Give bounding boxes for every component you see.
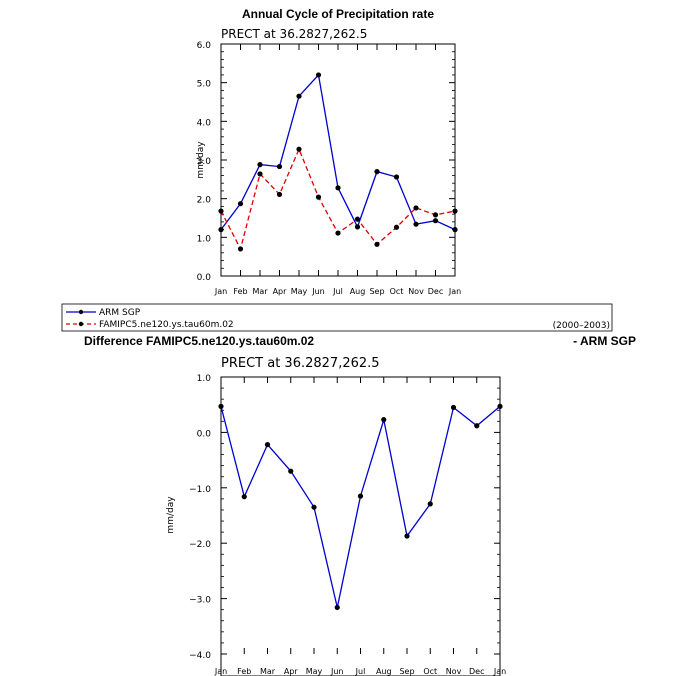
data-point — [427, 501, 433, 507]
legend-years: (2000–2003) — [553, 321, 610, 331]
legend-marker-model — [78, 321, 84, 327]
x-tick-label: Nov — [408, 287, 424, 296]
plot-frame — [220, 43, 456, 277]
y-tick-label: −3.0 — [189, 596, 211, 606]
data-point — [334, 604, 340, 611]
x-tick-label: Jan — [448, 287, 461, 296]
x-tick-label: Mar — [252, 287, 268, 296]
x-tick-label: Jul — [332, 287, 343, 296]
legend: ARM SGP FAMIPC5.ne120.ys.tau60m.02 (2000… — [61, 303, 613, 332]
y-tick-label: −4.0 — [189, 651, 211, 661]
x-tick-label: Apr — [284, 667, 299, 676]
data-point — [393, 224, 400, 230]
plot-frame — [220, 376, 501, 676]
y-tick-label: 2.0 — [197, 196, 212, 206]
y-tick-label: 5.0 — [197, 80, 212, 90]
y-axis-label: mm/day — [166, 496, 176, 534]
x-tick-label: Sep — [399, 667, 414, 676]
chart-subtitle: PRECT at 36.2827,262.5 — [221, 356, 380, 371]
data-point — [404, 533, 410, 539]
data-point — [381, 417, 387, 423]
series-line — [220, 73, 456, 231]
y-tick-label: 1.0 — [197, 234, 212, 244]
data-point — [264, 441, 271, 448]
y-tick-label: 3.0 — [197, 157, 212, 167]
data-point — [335, 185, 341, 191]
y-tick-label: 0.0 — [197, 429, 212, 439]
data-point — [315, 194, 322, 200]
data-point — [432, 218, 439, 224]
data-point — [432, 212, 439, 218]
data-point — [374, 241, 380, 247]
y-tick-label: 0.0 — [197, 273, 212, 283]
y-axis-label: mm/day — [196, 141, 206, 179]
data-point — [413, 221, 419, 227]
difference-chart: Difference FAMIPC5.ne120.ys.tau60m.02 - … — [84, 334, 636, 676]
x-tick-label: Jun — [311, 287, 325, 296]
x-tick-label: Oct — [390, 287, 404, 296]
x-tick-label: Jan — [214, 287, 227, 296]
data-point — [218, 208, 224, 214]
data-point — [374, 169, 380, 175]
precip-annual-cycle-chart: Annual Cycle of Precipitation rate PRECT… — [196, 7, 461, 296]
data-point — [357, 493, 364, 499]
x-tick-label: Feb — [237, 667, 251, 676]
data-point — [218, 227, 224, 233]
data-point — [452, 208, 458, 214]
x-tick-label: Sep — [369, 287, 384, 296]
legend-label-model: FAMIPC5.ne120.ys.tau60m.02 — [99, 320, 234, 330]
data-point — [296, 93, 302, 99]
legend-marker-arm — [78, 309, 84, 315]
data-point — [257, 171, 263, 177]
legend-box — [61, 303, 613, 332]
data-point — [241, 494, 247, 500]
data-point — [237, 246, 244, 252]
data-point — [450, 404, 457, 411]
x-tick-label: May — [306, 667, 323, 676]
data-point — [354, 216, 361, 222]
y-tick-label: −1.0 — [189, 485, 211, 495]
x-tick-label: Dec — [428, 287, 443, 296]
x-tick-label: Dec — [469, 667, 484, 676]
x-tick-label: Oct — [423, 667, 437, 676]
x-tick-label: Jul — [355, 667, 366, 676]
data-point — [413, 205, 419, 211]
data-point — [497, 403, 503, 409]
data-point — [288, 468, 294, 474]
x-tick-label: May — [291, 287, 308, 296]
data-point — [315, 72, 322, 78]
data-point — [276, 191, 283, 198]
x-tick-label: Jan — [493, 667, 506, 676]
series-line — [220, 405, 501, 608]
data-point — [354, 224, 361, 230]
x-tick-label: Nov — [446, 667, 462, 676]
y-tick-label: 4.0 — [197, 118, 212, 128]
data-point — [296, 146, 302, 152]
y-tick-label: −2.0 — [189, 540, 211, 550]
x-tick-label: Aug — [350, 287, 366, 296]
chart-title-right: - ARM SGP — [573, 334, 636, 348]
x-tick-label: Aug — [376, 667, 392, 676]
legend-label-arm: ARM SGP — [99, 308, 141, 318]
data-point — [335, 230, 341, 236]
x-tick-label: Feb — [233, 287, 247, 296]
data-point — [474, 423, 480, 429]
x-tick-label: Jun — [330, 667, 344, 676]
chart-subtitle: PRECT at 36.2827,262.5 — [221, 27, 367, 41]
data-point — [218, 403, 224, 409]
y-tick-label: 1.0 — [197, 374, 212, 384]
x-tick-label: Apr — [273, 287, 288, 296]
data-point — [237, 201, 244, 207]
chart-title: Difference FAMIPC5.ne120.ys.tau60m.02 — [84, 334, 314, 348]
data-point — [452, 227, 458, 233]
data-point — [311, 504, 317, 510]
y-tick-label: 6.0 — [197, 41, 212, 51]
data-point — [257, 162, 263, 168]
x-tick-label: Mar — [260, 667, 276, 676]
data-point — [276, 163, 283, 170]
x-tick-label: Jan — [214, 667, 227, 676]
data-point — [393, 174, 400, 180]
chart-title: Annual Cycle of Precipitation rate — [242, 7, 434, 21]
